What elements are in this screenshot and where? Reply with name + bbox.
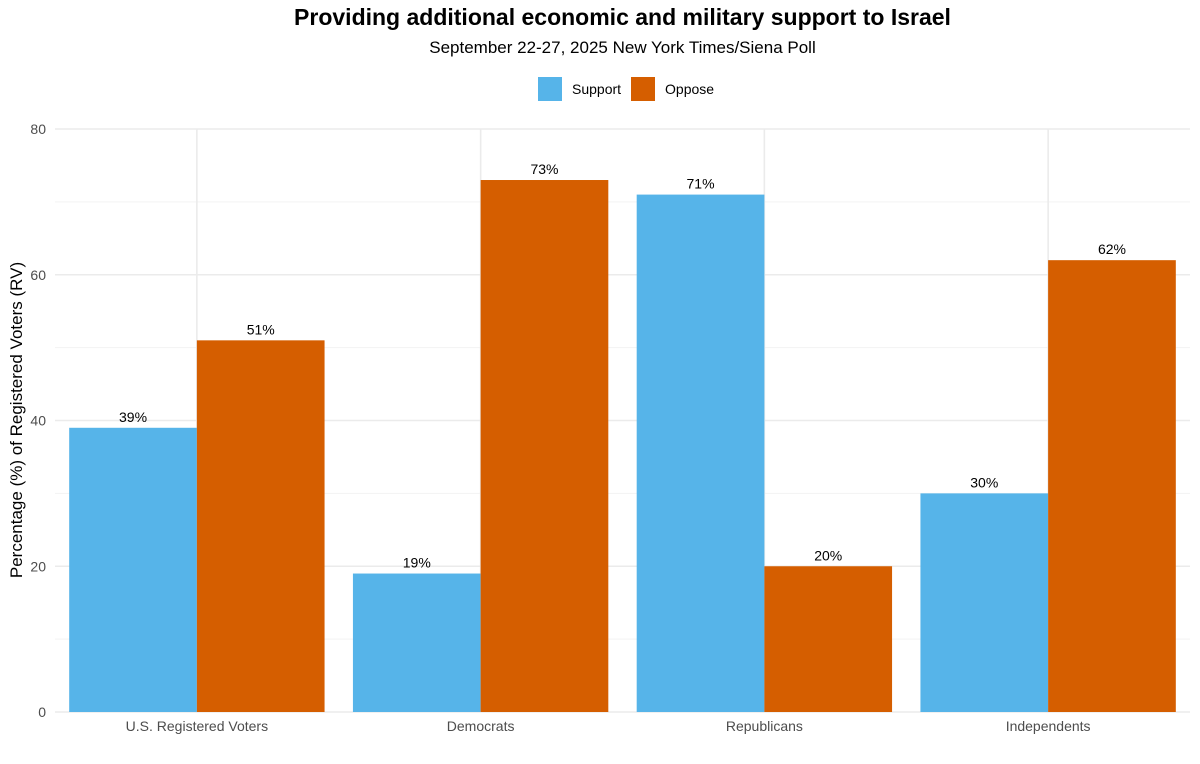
data-label-support-4: 30% <box>970 474 998 490</box>
bars <box>69 180 1176 712</box>
legend-item-support: Support <box>538 77 621 101</box>
x-tick-label: Independents <box>1006 718 1091 734</box>
legend-label-support: Support <box>572 81 622 97</box>
chart-title: Providing additional economic and milita… <box>294 4 951 30</box>
data-label-support-2: 19% <box>403 555 431 571</box>
bar-support-4 <box>920 493 1049 712</box>
legend-item-oppose: Oppose <box>631 77 714 101</box>
bar-support-2 <box>352 573 481 712</box>
axes: 0 20 40 60 80 U.S. Registered Voters Democrats… <box>30 121 1090 734</box>
bar-oppose-1 <box>196 340 325 712</box>
x-tick-label: U.S. Registered Voters <box>126 718 268 734</box>
bar-oppose-2 <box>480 180 609 712</box>
bar-support-1 <box>69 427 197 712</box>
x-tick-label: Democrats <box>447 718 515 734</box>
legend-swatch-support <box>538 77 562 101</box>
y-axis-title: Percentage (%) of Registered Voters (RV) <box>7 262 26 578</box>
legend-label-oppose: Oppose <box>665 81 715 97</box>
bar-oppose-3 <box>764 566 893 712</box>
legend: Support Oppose <box>538 76 724 102</box>
data-label-oppose-1: 51% <box>247 321 275 337</box>
data-label-oppose-4: 62% <box>1098 241 1126 257</box>
bar-support-3 <box>636 194 765 712</box>
data-label-oppose-3: 20% <box>814 547 842 563</box>
legend-swatch-oppose <box>631 77 656 101</box>
x-tick-label: Republicans <box>726 718 803 734</box>
data-label-oppose-2: 73% <box>530 161 558 177</box>
data-label-support-1: 39% <box>119 409 147 425</box>
y-tick-label: 40 <box>30 413 46 429</box>
data-labels: 39% 51% 19% 73% 71% 20% 30% 62% <box>119 161 1126 571</box>
y-tick-label: 20 <box>30 558 46 574</box>
bar-oppose-4 <box>1048 260 1176 712</box>
y-tick-label: 0 <box>38 704 46 720</box>
y-tick-label: 60 <box>30 267 46 283</box>
data-label-support-3: 71% <box>687 176 715 192</box>
y-tick-label: 80 <box>30 121 46 137</box>
chart-subtitle: September 22-27, 2025 New York Times/Sie… <box>429 38 816 57</box>
